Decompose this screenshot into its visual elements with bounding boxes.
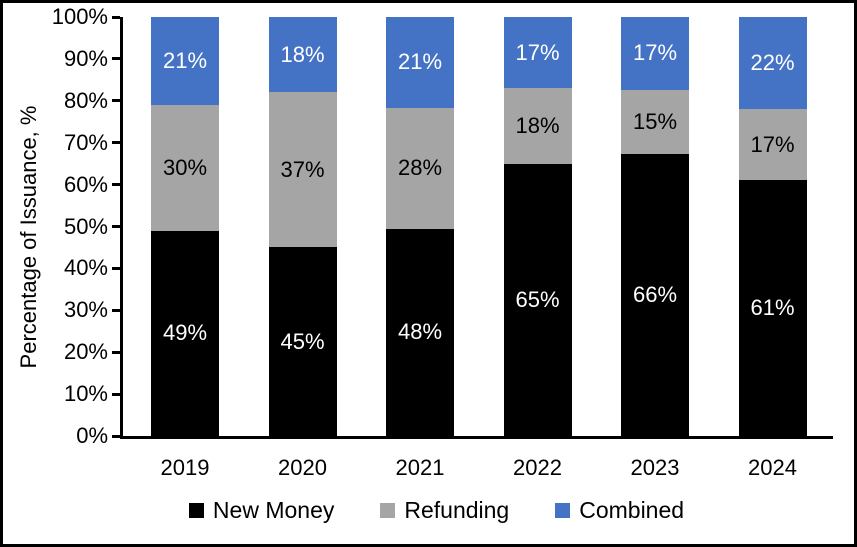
bar-segment: 61%: [738, 180, 807, 436]
bar-segment: 65%: [503, 163, 572, 436]
y-tick-label: 40%: [63, 255, 108, 281]
y-tick-mark: [112, 350, 120, 354]
y-tick-mark: [112, 15, 120, 19]
bar-segment-label: 21%: [162, 48, 208, 74]
x-axis-label: 2022: [513, 455, 562, 480]
x-axis-label: 2021: [395, 455, 445, 480]
bar-segment-label: 15%: [632, 108, 678, 134]
bar-segment-label: 65%: [515, 286, 560, 312]
y-tick-label: 20%: [63, 339, 108, 365]
bar-segment-label: 28%: [397, 155, 443, 181]
y-tick-mark: [112, 99, 120, 103]
bar-segment: 49%: [151, 230, 219, 436]
bar-column: 45% 37% 18%: [268, 17, 337, 436]
bar-segment-label: 49%: [162, 320, 208, 346]
bar-segment: 17%: [621, 17, 689, 90]
y-tick-label: 100%: [51, 4, 108, 29]
bar-segment-label: 45%: [280, 328, 325, 354]
x-axis-label: 2019: [160, 455, 210, 480]
bar-segment-label: 22%: [750, 50, 795, 76]
bar-segment-label: 17%: [515, 39, 560, 65]
x-axis-label: 2023: [630, 455, 680, 480]
y-tick-label: 90%: [63, 45, 108, 71]
bar-segment-label: 61%: [750, 295, 795, 321]
bar-segment: 15%: [621, 89, 689, 154]
bar-segment: 21%: [151, 17, 219, 106]
y-tick-mark: [112, 183, 120, 187]
bar-segment: 48%: [386, 228, 454, 436]
bar-segment: 21%: [386, 17, 454, 108]
y-tick-label: 0%: [76, 423, 108, 448]
bar-segment-label: 48%: [397, 319, 443, 345]
bar-segment: 30%: [151, 105, 219, 231]
y-tick-label: 10%: [63, 381, 108, 407]
x-axis-label: 2024: [748, 455, 797, 480]
y-tick-label: 80%: [63, 87, 108, 113]
y-tick-label: 30%: [63, 297, 108, 323]
bar-segment: 18%: [503, 88, 572, 164]
y-tick-label: 50%: [63, 213, 108, 239]
y-tick-label: 60%: [63, 171, 108, 197]
bar-segment: 22%: [738, 17, 807, 110]
y-tick-mark: [112, 434, 120, 438]
legend-swatch: [188, 502, 204, 518]
legend-item: Refunding: [380, 497, 509, 524]
bar-column: 66% 15% 17%: [621, 17, 689, 436]
legend-item: Combined: [555, 497, 684, 524]
bar-segment-label: 21%: [397, 49, 443, 75]
y-tick-mark: [112, 308, 120, 312]
plot-area: 0% 10% 20% 30% 40% 50% 60% 70% 80% 90% 100% 49% 30% 2…: [52, 4, 833, 448]
y-tick-mark: [112, 266, 120, 270]
bar-segment: 18%: [268, 17, 337, 93]
bar-segment: 66%: [621, 153, 689, 436]
y-tick-label: 70%: [63, 129, 108, 155]
legend: New Money Refunding Combined: [3, 494, 854, 526]
bar-segment: 37%: [268, 92, 337, 248]
legend-label: Refunding: [404, 496, 510, 523]
bar-segment-label: 17%: [750, 131, 795, 157]
bar-segment-label: 18%: [280, 41, 325, 67]
bar-column: 61% 17% 22%: [738, 17, 807, 436]
y-tick-mark: [112, 57, 120, 61]
legend-swatch: [555, 502, 571, 518]
bar-column: 49% 30% 21%: [151, 17, 219, 436]
bar-segment-label: 37%: [280, 156, 325, 182]
y-tick-mark: [112, 225, 120, 228]
bar-column: 65% 18% 17%: [503, 17, 572, 436]
legend-swatch: [380, 502, 396, 518]
y-tick-mark: [112, 392, 120, 396]
bar-segment: 17%: [503, 17, 572, 89]
legend-label: New Money: [212, 496, 335, 523]
legend-item: New Money: [188, 496, 335, 524]
bar-segment-label: 66%: [632, 281, 678, 307]
bar-column: 48% 28% 21%: [386, 17, 454, 436]
x-axis-label: 2020: [278, 455, 327, 480]
legend-label: Combined: [579, 496, 685, 523]
y-tick-mark: [112, 141, 120, 145]
bar-segment-label: 18%: [515, 112, 560, 138]
bar-segment: 28%: [386, 107, 454, 229]
bar-segment-label: 17%: [632, 40, 678, 66]
bar-segment: 17%: [738, 109, 807, 181]
bar-segment: 45%: [268, 247, 337, 436]
bar-segment-label: 30%: [162, 154, 208, 180]
